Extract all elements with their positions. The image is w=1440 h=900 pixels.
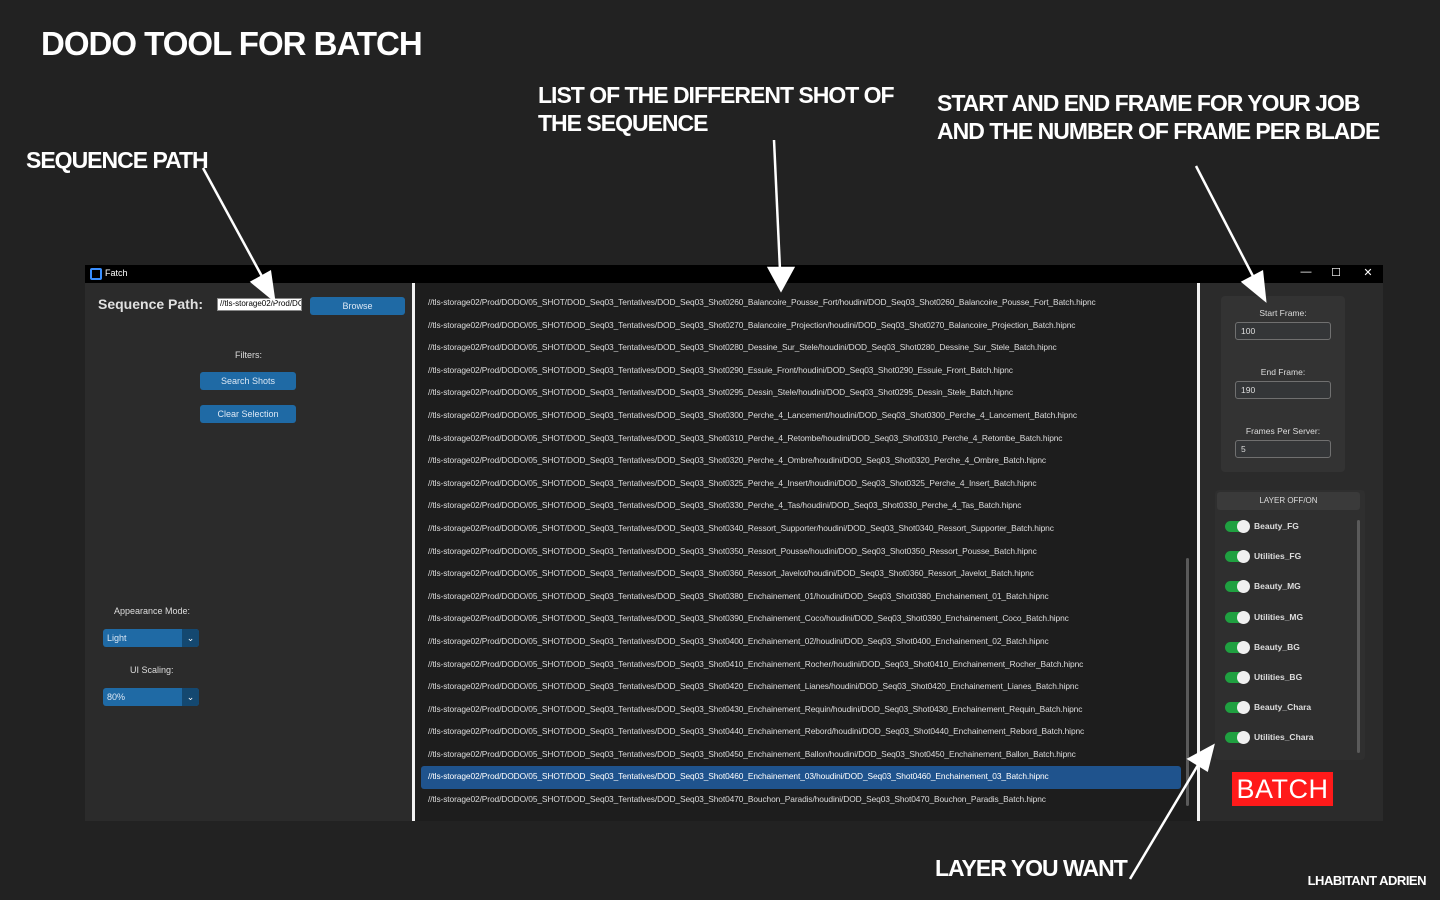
layer-label: Beauty_BG [1254,641,1300,652]
frames-per-server-label: Frames Per Server: [1245,426,1321,436]
shot-list-item[interactable]: //tls-storage02/Prod/DODO/05_SHOT/DOD_Se… [428,477,1037,488]
layer-label: Beauty_FG [1254,521,1299,531]
shot-list-item[interactable]: //tls-storage02/Prod/DODO/05_SHOT/DOD_Se… [428,545,1037,556]
layer-toggle[interactable] [1225,610,1250,624]
browse-button[interactable]: Browse [310,297,405,315]
layer-label: Utilities_Chara [1254,732,1314,743]
sequence-path-input[interactable]: //tls-storage02/Prod/DODO/05_SHOT/DOD_Se… [217,298,302,311]
toggle-knob [1237,550,1250,564]
layer-toggle[interactable] [1225,671,1250,684]
shot-list-item[interactable]: //tls-storage02/Prod/DODO/05_SHOT/DOD_Se… [428,681,1079,692]
annotation-sequence-path: SEQUENCE PATH [26,147,209,173]
appearance-mode-dropdown[interactable]: Light ⌄ [103,629,199,647]
batch-button[interactable]: BATCH [1232,772,1333,806]
page-title: DODO TOOL FOR BATCH [41,25,423,62]
shot-list-item[interactable]: //tls-storage02/Prod/DODO/05_SHOT/DOD_Se… [428,297,1096,307]
clear-selection-button[interactable]: Clear Selection [200,405,296,423]
shot-list-item[interactable]: //tls-storage02/Prod/DODO/05_SHOT/DOD_Se… [428,635,1049,646]
shot-list-item[interactable]: //tls-storage02/Prod/DODO/05_SHOT/DOD_Se… [428,568,1034,579]
annotation-frames-line1: START AND END FRAME FOR YOUR JOB [937,90,1360,116]
toggle-knob [1237,610,1250,624]
shot-list-item[interactable]: //tls-storage02/Prod/DODO/05_SHOT/DOD_Se… [428,522,1054,533]
shot-list-item[interactable]: //tls-storage02/Prod/DODO/05_SHOT/DOD_Se… [428,319,1076,330]
arrow-shot-list [772,139,782,271]
layer-label: Beauty_Chara [1254,702,1312,713]
toggle-knob [1237,671,1250,684]
layer-toggle[interactable] [1225,520,1250,533]
sequence-path-label: Sequence Path: [98,296,204,312]
shot-list: //tls-storage02/Prod/DODO/05_SHOT/DOD_Se… [421,292,1181,812]
shot-list-item[interactable]: //tls-storage02/Prod/DODO/05_SHOT/DOD_Se… [428,703,1083,714]
toggle-knob [1237,580,1250,594]
annotation-shot-list-line2: THE SEQUENCE [538,109,708,136]
frames-per-server-input[interactable]: 5 [1235,440,1331,458]
start-frame-input[interactable]: 100 [1235,322,1331,340]
toggle-knob [1237,640,1250,654]
start-frame-label: Start Frame: [1259,308,1307,318]
layer-label: Utilities_FG [1254,551,1302,562]
chevron-down-icon[interactable]: ⌄ [182,629,199,647]
annotation-frames-line2: AND THE NUMBER OF FRAME PER BLADE [937,117,1380,144]
shot-list-item[interactable]: //tls-storage02/Prod/DODO/05_SHOT/DOD_Se… [428,387,1013,398]
end-frame-input[interactable]: 190 [1235,381,1331,399]
shot-list-item[interactable]: //tls-storage02/Prod/DODO/05_SHOT/DOD_Se… [428,409,1077,420]
layers-header: LAYER OFF/ON [1217,492,1360,510]
app-icon [90,268,102,280]
appearance-mode-label: Appearance Mode: [114,606,191,616]
shot-list-item[interactable]: //tls-storage02/Prod/DODO/05_SHOT/DOD_Se… [428,794,1046,805]
layer-toggle[interactable] [1225,701,1250,715]
layer-toggle[interactable] [1225,580,1250,594]
shot-list-item[interactable]: //tls-storage02/Prod/DODO/05_SHOT/DOD_Se… [428,658,1084,669]
shot-list-panel: //tls-storage02/Prod/DODO/05_SHOT/DOD_Se… [412,283,1200,821]
annotation-shot-list: LIST OF THE DIFFERENT SHOT OF THE SEQUEN… [538,82,898,137]
filters-label: Filters: [235,350,262,360]
shot-list-item[interactable]: //tls-storage02/Prod/DODO/05_SHOT/DOD_Se… [428,726,1085,737]
maximize-button[interactable]: ☐ [1331,267,1341,279]
left-sidebar: Sequence Path: //tls-storage02/Prod/DODO… [85,283,412,821]
title-bar: Fatch — ☐ ✕ [85,265,1383,283]
search-shots-button[interactable]: Search Shots [200,372,296,390]
layer-toggle[interactable] [1225,640,1250,654]
shot-list-item[interactable]: //tls-storage02/Prod/DODO/05_SHOT/DOD_Se… [421,766,1181,790]
annotation-layer: LAYER YOU WANT [935,855,1128,881]
shot-list-item[interactable]: //tls-storage02/Prod/DODO/05_SHOT/DOD_Se… [428,748,1076,759]
shot-list-item[interactable]: //tls-storage02/Prod/DODO/05_SHOT/DOD_Se… [428,432,1063,443]
shot-list-scrollbar[interactable] [1186,558,1189,806]
shot-list-item[interactable]: //tls-storage02/Prod/DODO/05_SHOT/DOD_Se… [428,364,1013,375]
layer-label: Utilities_MG [1254,611,1304,622]
window-title: Fatch [105,268,128,278]
layer-toggle[interactable] [1225,550,1250,564]
ui-scaling-value: 80% [107,692,126,702]
app-window: Fatch — ☐ ✕ Sequence Path: //tls-storage… [85,265,1383,821]
layer-label: Beauty_MG [1254,581,1301,592]
toggle-knob [1237,731,1250,745]
ui-scaling-label: UI Scaling: [130,665,174,675]
shot-list-item[interactable]: //tls-storage02/Prod/DODO/05_SHOT/DOD_Se… [428,342,1057,353]
end-frame-label: End Frame: [1260,367,1306,377]
shot-list-item[interactable]: //tls-storage02/Prod/DODO/05_SHOT/DOD_Se… [428,455,1047,466]
layer-toggle[interactable] [1225,731,1250,745]
annotation-frames: START AND END FRAME FOR YOUR JOB AND THE… [937,90,1407,145]
shot-list-item[interactable]: //tls-storage02/Prod/DODO/05_SHOT/DOD_Se… [428,613,1069,624]
annotation-shot-list-line1: LIST OF THE DIFFERENT SHOT OF [538,82,895,108]
ui-scaling-dropdown[interactable]: 80% ⌄ [103,688,199,706]
layers-panel: LAYER OFF/ON Beauty_FG Utilities_FG Beauty… [1215,490,1365,760]
toggle-knob [1237,520,1250,533]
minimize-button[interactable]: — [1300,266,1312,278]
close-button[interactable]: ✕ [1363,267,1373,279]
author-credit: LHABITANT ADRIEN [1307,873,1427,889]
chevron-down-icon[interactable]: ⌄ [182,688,199,706]
shot-list-item[interactable]: //tls-storage02/Prod/DODO/05_SHOT/DOD_Se… [428,590,1049,601]
shot-list-item[interactable]: //tls-storage02/Prod/DODO/05_SHOT/DOD_Se… [428,500,1022,511]
frame-settings: Start Frame: 100 End Frame: 190 Frames P… [1221,296,1345,472]
layer-label: Utilities_BG [1254,672,1303,682]
toggle-knob [1237,701,1250,715]
layers-scrollbar[interactable] [1357,520,1360,753]
right-sidebar: Start Frame: 100 End Frame: 190 Frames P… [1200,283,1383,821]
appearance-mode-value: Light [107,633,127,643]
